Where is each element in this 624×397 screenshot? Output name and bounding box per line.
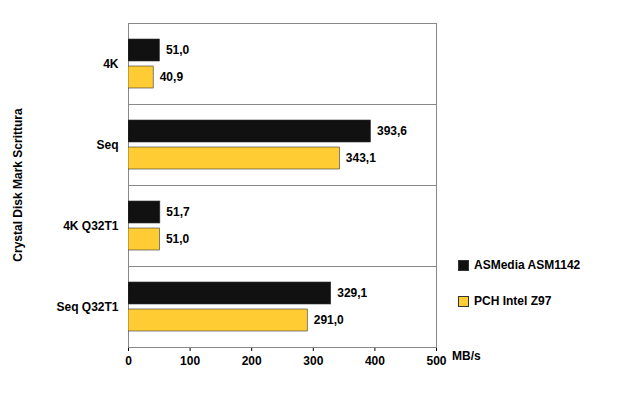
svg-text:51,0: 51,0 (166, 43, 190, 57)
svg-text:393,6: 393,6 (377, 124, 407, 138)
html-text:ASMedia ASM1142: ASMedia ASM1142 (474, 258, 581, 272)
svg-text:51,7: 51,7 (166, 205, 190, 219)
svg-text:400: 400 (365, 354, 385, 368)
html-text:MB/s: MB/s (452, 349, 481, 363)
svg-text:500: 500 (426, 354, 446, 368)
svg-text:291,0: 291,0 (314, 313, 344, 327)
svg-text:51,0: 51,0 (166, 232, 190, 246)
svg-text:40,9: 40,9 (160, 70, 184, 84)
svg-text:100: 100 (180, 354, 200, 368)
svg-text:Seq: Seq (96, 138, 118, 152)
svg-text:0: 0 (125, 354, 132, 368)
html-text:Crystal Disk Mark Scrittura: Crystal Disk Mark Scrittura (11, 108, 25, 262)
svg-text:200: 200 (242, 354, 262, 368)
svg-text:300: 300 (303, 354, 323, 368)
svg-text:Seq Q32T1: Seq Q32T1 (56, 300, 118, 314)
svg-text:329,1: 329,1 (337, 286, 367, 300)
svg-text:4K Q32T1: 4K Q32T1 (63, 219, 119, 233)
svg-text:343,1: 343,1 (346, 151, 376, 165)
svg-text:4K: 4K (103, 57, 119, 71)
html-text:PCH Intel Z97: PCH Intel Z97 (474, 294, 552, 308)
